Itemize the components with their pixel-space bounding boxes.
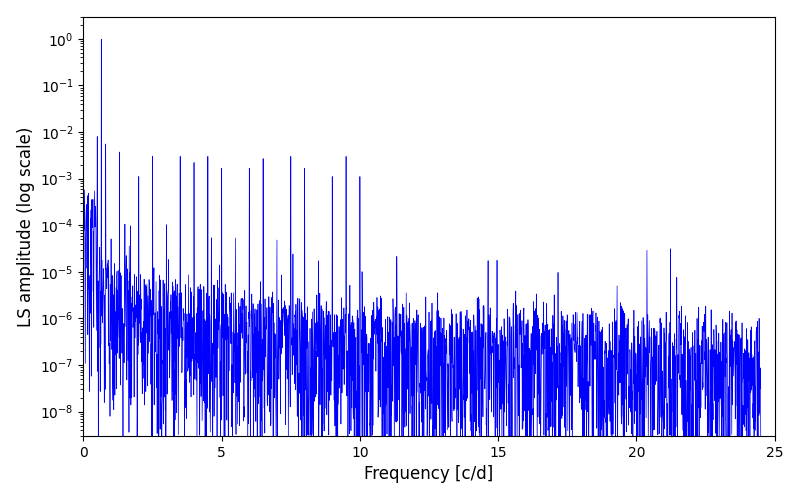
X-axis label: Frequency [c/d]: Frequency [c/d] xyxy=(364,466,494,483)
Y-axis label: LS amplitude (log scale): LS amplitude (log scale) xyxy=(17,126,34,326)
